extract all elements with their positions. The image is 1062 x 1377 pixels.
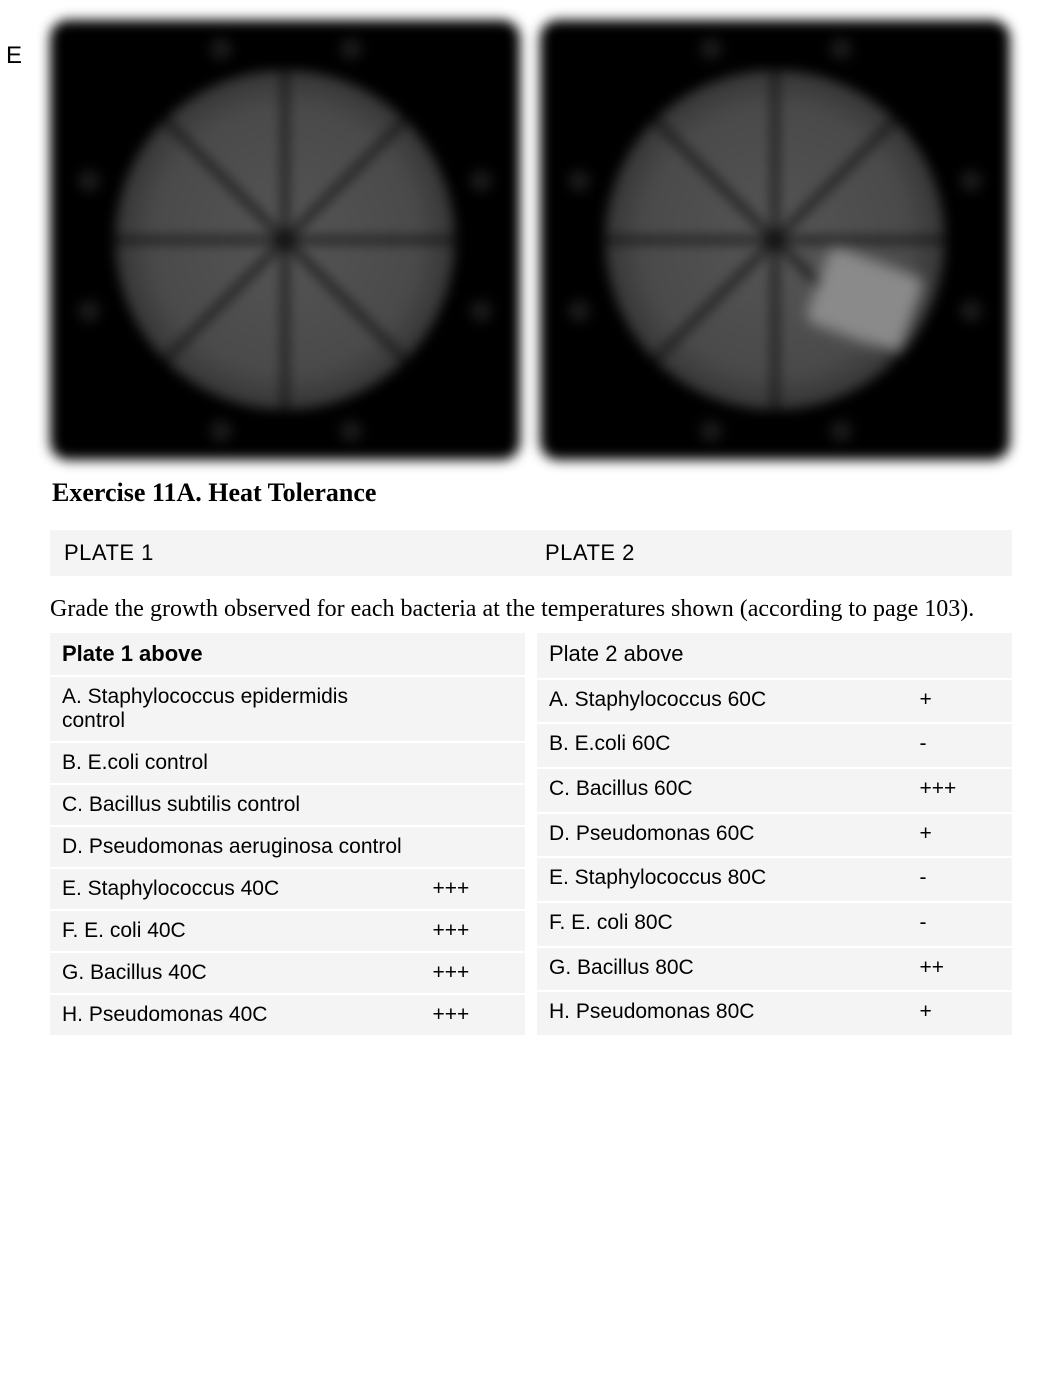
table-row: A. Staphylococcus 60C+ [537,680,1012,723]
row-value: +++ [421,995,526,1035]
row-label: F. E. coli 40C [50,911,421,951]
instruction-text: Grade the growth observed for each bacte… [50,596,1012,623]
row-value: - [908,724,1013,767]
table-row: G. Bacillus 80C++ [537,948,1012,991]
row-label: A. Staphylococcus 60C [537,680,908,723]
plate-1-label: PLATE 1 [50,530,531,576]
row-value: - [908,903,1013,946]
row-label: C. Bacillus 60C [537,769,908,812]
table-row: B. E.coli control [50,743,525,783]
row-value: + [908,814,1013,857]
plate-2-table: Plate 2 above A. Staphylococcus 60C+B. E… [537,631,1012,1037]
table-row: D. Pseudomonas aeruginosa control [50,827,525,867]
row-value: - [908,858,1013,901]
corner-letter: E [6,42,22,70]
plate-2-label: PLATE 2 [531,530,1012,576]
row-value [421,677,526,741]
row-value: +++ [421,911,526,951]
row-value: +++ [421,953,526,993]
row-label: E. Staphylococcus 40C [50,869,421,909]
row-label: C. Bacillus subtilis control [50,785,421,825]
table-row: H. Pseudomonas 80C+ [537,992,1012,1035]
row-label: D. Pseudomonas aeruginosa control [50,827,421,867]
table-row: F. E. coli 40C+++ [50,911,525,951]
row-label: F. E. coli 80C [537,903,908,946]
row-label: H. Pseudomonas 80C [537,992,908,1035]
table-row: D. Pseudomonas 60C+ [537,814,1012,857]
table-row: E. Staphylococcus 40C+++ [50,869,525,909]
row-label: B. E.coli control [50,743,421,783]
row-label: H. Pseudomonas 40C [50,995,421,1035]
row-label: A. Staphylococcus epidermidis control [50,677,421,741]
table1-header: Plate 1 above [50,633,421,675]
table2-header: Plate 2 above [537,633,908,678]
plate-labels-row: PLATE 1 PLATE 2 [50,530,1012,576]
row-value: ++ [908,948,1013,991]
exercise-title: Exercise 11A. Heat Tolerance [52,478,1012,508]
tables-container: Plate 1 above A. Staphylococcus epidermi… [50,631,1012,1037]
table-row: A. Staphylococcus epidermidis control [50,677,525,741]
row-label: E. Staphylococcus 80C [537,858,908,901]
table-row: F. E. coli 80C- [537,903,1012,946]
petri-dish-2 [605,70,945,410]
row-value: + [908,680,1013,723]
row-value: + [908,992,1013,1035]
row-label: B. E.coli 60C [537,724,908,767]
row-value [421,785,526,825]
row-label: G. Bacillus 80C [537,948,908,991]
plate-1-table: Plate 1 above A. Staphylococcus epidermi… [50,631,525,1037]
table-row: G. Bacillus 40C+++ [50,953,525,993]
plate-images-row [50,20,1012,460]
table-row: C. Bacillus subtilis control [50,785,525,825]
row-label: G. Bacillus 40C [50,953,421,993]
row-value [421,743,526,783]
table-row: E. Staphylococcus 80C- [537,858,1012,901]
table-row: C. Bacillus 60C+++ [537,769,1012,812]
plate-2-image [540,20,1010,460]
plate-1-image [50,20,520,460]
row-value: +++ [421,869,526,909]
row-label: D. Pseudomonas 60C [537,814,908,857]
row-value: +++ [908,769,1013,812]
petri-dish-1 [115,70,455,410]
table-row: B. E.coli 60C- [537,724,1012,767]
table-row: H. Pseudomonas 40C+++ [50,995,525,1035]
row-value [421,827,526,867]
